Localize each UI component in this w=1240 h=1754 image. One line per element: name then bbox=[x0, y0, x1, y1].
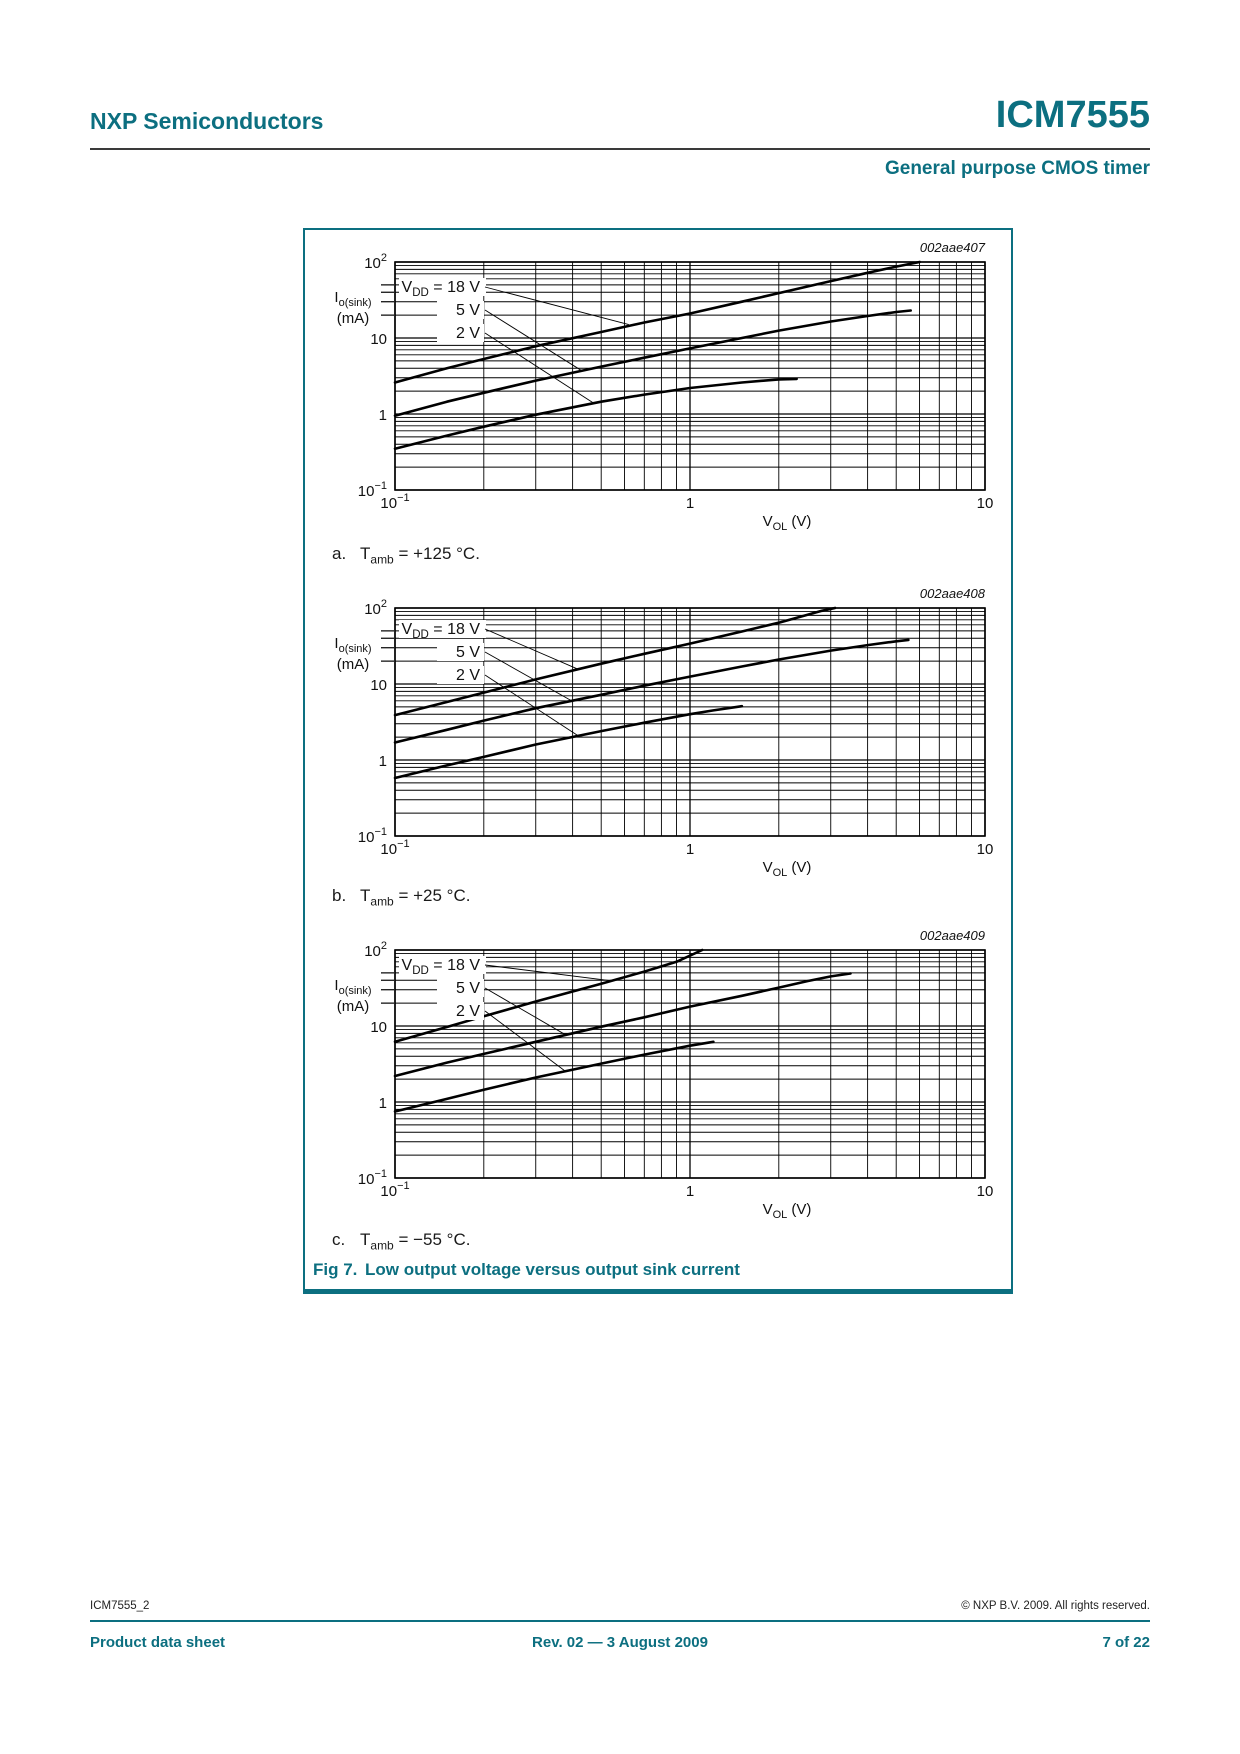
legend-leader-line bbox=[484, 1010, 567, 1073]
legend-label-2v: 2 V bbox=[456, 1003, 480, 1020]
legend-mask bbox=[437, 324, 484, 342]
legend-leader-line bbox=[484, 309, 583, 372]
footer-copyright: © NXP B.V. 2009. All rights reserved. bbox=[961, 1600, 1150, 1612]
curve-vdd-2v bbox=[393, 377, 799, 450]
subcaption-c: c. Tamb = −55 °C. bbox=[332, 1230, 470, 1252]
legend-leader-line bbox=[484, 286, 629, 326]
legend-label-2v: 2 V bbox=[456, 667, 480, 684]
y-axis-unit: (mA) bbox=[337, 310, 370, 327]
y-tick-label: 1 bbox=[379, 1095, 387, 1112]
legend-mask bbox=[437, 666, 484, 684]
subcaption-b: b. Tamb = +25 °C. bbox=[332, 886, 470, 908]
y-tick-label: 1 bbox=[379, 753, 387, 770]
legend-leader-line bbox=[484, 987, 567, 1036]
x-axis-label: VOL (V) bbox=[763, 513, 812, 533]
subcaption-a-letter: a. bbox=[332, 544, 347, 563]
vendor-name: NXP Semiconductors bbox=[90, 108, 324, 134]
y-tick-label: 102 bbox=[364, 598, 387, 618]
footer-rule bbox=[90, 1620, 1150, 1622]
footer-revision: Rev. 02 — 3 August 2009 bbox=[532, 1634, 708, 1651]
footer-page-indicator: 7 of 22 bbox=[1102, 1634, 1150, 1651]
x-tick-label: 10−1 bbox=[380, 492, 409, 512]
subcaption-c-text: Tamb = −55 °C. bbox=[360, 1230, 471, 1253]
y-axis-label: Io(sink) bbox=[334, 635, 371, 655]
subcaption-c-letter: c. bbox=[332, 1230, 346, 1249]
legend-leader-line bbox=[484, 628, 580, 670]
y-axis-minor-ticks bbox=[381, 630, 394, 662]
footer-meta-row: ICM7555_2 © NXP B.V. 2009. All rights re… bbox=[90, 1600, 1150, 1612]
legend-label-5v: 5 V bbox=[456, 980, 480, 997]
legend-label-2v: 2 V bbox=[456, 325, 480, 342]
subcaption-a: a. Tamb = +125 °C. bbox=[332, 544, 480, 566]
x-tick-label: 10 bbox=[977, 1183, 994, 1200]
legend-label-5v: 5 V bbox=[456, 644, 480, 661]
subcaption-b-text: Tamb = +25 °C. bbox=[360, 886, 471, 909]
y-tick-label: 10 bbox=[370, 1019, 387, 1036]
y-axis-label: Io(sink) bbox=[334, 977, 371, 997]
y-tick-label: 102 bbox=[364, 940, 387, 960]
curve-vdd-18v bbox=[393, 260, 921, 384]
subcaption-b-letter: b. bbox=[332, 886, 347, 905]
x-axis-label: VOL (V) bbox=[763, 1201, 812, 1221]
plot-id: 002aae408 bbox=[920, 586, 986, 601]
legend-leader-line bbox=[484, 674, 580, 737]
y-tick-label: 102 bbox=[364, 252, 387, 272]
y-axis-label: Io(sink) bbox=[334, 289, 371, 309]
figure-number: Fig 7. bbox=[313, 1260, 358, 1279]
part-number-title: ICM7555 bbox=[995, 94, 1150, 136]
curve-vdd-5v bbox=[393, 638, 910, 744]
plot-border bbox=[394, 607, 986, 837]
plot-id: 002aae409 bbox=[920, 928, 985, 943]
figure-7-box bbox=[303, 228, 1013, 1294]
x-tick-label: 10 bbox=[977, 495, 994, 512]
legend-mask bbox=[437, 979, 484, 997]
y-tick-label: 10 bbox=[370, 331, 387, 348]
x-axis-label: VOL (V) bbox=[763, 859, 812, 879]
plot-border bbox=[394, 261, 986, 491]
plot-border bbox=[394, 949, 986, 1179]
x-tick-label: 1 bbox=[686, 495, 694, 512]
curve-vdd-5v bbox=[393, 972, 852, 1078]
y-axis-minor-ticks bbox=[381, 972, 394, 1004]
legend-leader-line bbox=[484, 651, 573, 702]
legend-leader-line bbox=[484, 332, 594, 404]
legend-mask bbox=[437, 301, 484, 319]
document-subtitle: General purpose CMOS timer bbox=[884, 158, 1150, 179]
footer-doc-type: Product data sheet bbox=[90, 1634, 226, 1651]
x-tick-label: 10−1 bbox=[380, 1180, 409, 1200]
figure-caption-text: Low output voltage versus output sink cu… bbox=[365, 1260, 740, 1279]
curve-vdd-2v bbox=[393, 1040, 715, 1113]
y-axis-minor-ticks bbox=[381, 284, 394, 316]
legend-mask bbox=[399, 956, 486, 974]
curve-vdd-18v bbox=[393, 948, 704, 1044]
subcaption-a-text: Tamb = +125 °C. bbox=[360, 544, 480, 567]
x-tick-label: 10 bbox=[977, 841, 994, 858]
x-tick-label: 1 bbox=[686, 1183, 694, 1200]
header-rule bbox=[90, 148, 1150, 150]
legend-mask bbox=[399, 620, 486, 638]
legend-label-5v: 5 V bbox=[456, 302, 480, 319]
curve-vdd-5v bbox=[393, 309, 913, 417]
legend-mask bbox=[399, 278, 486, 296]
legend-mask bbox=[437, 643, 484, 661]
y-tick-label: 1 bbox=[379, 407, 387, 424]
x-tick-label: 10−1 bbox=[380, 838, 409, 858]
legend-mask bbox=[437, 1002, 484, 1020]
plot-id: 002aae407 bbox=[920, 240, 986, 255]
y-tick-label: 10 bbox=[370, 677, 387, 694]
curve-vdd-2v bbox=[393, 704, 744, 780]
y-axis-unit: (mA) bbox=[337, 998, 370, 1015]
y-axis-unit: (mA) bbox=[337, 656, 370, 673]
footer-doc-id: ICM7555_2 bbox=[90, 1600, 150, 1612]
figure-caption: Fig 7. Low output voltage versus output s… bbox=[313, 1260, 1003, 1280]
legend-leader-line bbox=[484, 964, 614, 982]
x-tick-label: 1 bbox=[686, 841, 694, 858]
curve-vdd-18v bbox=[393, 606, 837, 717]
